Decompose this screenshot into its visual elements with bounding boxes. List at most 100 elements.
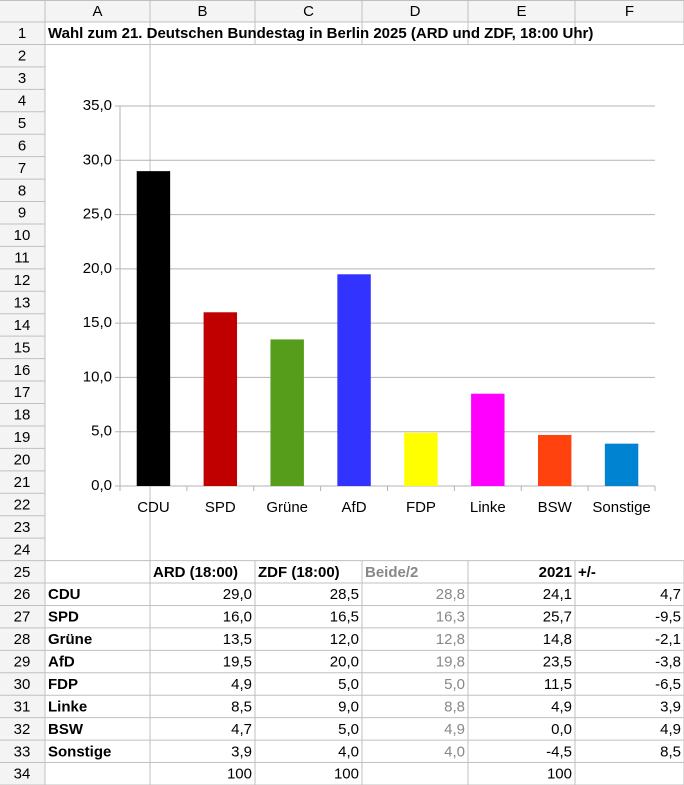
- table-header: 2021: [539, 564, 572, 581]
- y-tick-label: 10,0: [83, 368, 112, 385]
- row-header: 2: [18, 48, 26, 65]
- row-header: 20: [14, 452, 31, 469]
- bar: [136, 171, 171, 486]
- row-header: 21: [14, 474, 31, 491]
- row-header: 33: [14, 743, 31, 760]
- cell-value: -6,5: [655, 676, 681, 693]
- row-header: 27: [14, 609, 31, 626]
- x-tick-label: BSW: [538, 499, 573, 516]
- bar: [404, 432, 438, 486]
- cell-value: 3,9: [660, 698, 681, 715]
- cell-value: 5,0: [444, 676, 465, 693]
- table-header: ZDF (18:00): [258, 564, 340, 581]
- bar: [537, 434, 572, 486]
- cell-value: 19,8: [436, 654, 465, 671]
- cell-value: 4,9: [551, 698, 572, 715]
- cell-value: 12,0: [330, 631, 359, 648]
- cell-value: 8,8: [444, 698, 465, 715]
- y-tick-label: 5,0: [91, 423, 112, 440]
- column-header: B: [197, 3, 207, 20]
- column-header: E: [516, 3, 526, 20]
- row-header: 19: [14, 429, 31, 446]
- row-header: 10: [14, 227, 31, 244]
- total-value: 100: [547, 766, 572, 783]
- cell-value: 14,8: [543, 631, 572, 648]
- x-tick-label: Sonstige: [592, 499, 650, 516]
- row-header: 13: [14, 294, 31, 311]
- row-header: 7: [18, 160, 26, 177]
- row-header: 30: [14, 676, 31, 693]
- table-header: +/-: [578, 564, 596, 581]
- y-tick-label: 35,0: [83, 97, 112, 114]
- cell-value: -3,8: [655, 654, 681, 671]
- x-tick-label: Grüne: [266, 499, 308, 516]
- cell-value: -2,1: [655, 631, 681, 648]
- row-header: 25: [14, 564, 31, 581]
- cell-value: 29,0: [223, 586, 252, 603]
- total-value: 100: [334, 766, 359, 783]
- cell-value: 4,7: [231, 721, 252, 738]
- row-header: 32: [14, 721, 31, 738]
- row-header: 31: [14, 698, 31, 715]
- party-label: Grüne: [48, 631, 92, 648]
- party-label: SPD: [48, 609, 79, 626]
- cell-value: 9,0: [338, 698, 359, 715]
- cell-value: 24,1: [543, 586, 572, 603]
- x-tick-label: FDP: [406, 499, 436, 516]
- row-header: 12: [14, 272, 31, 289]
- bar: [270, 339, 304, 486]
- table-header: ARD (18:00): [153, 564, 238, 581]
- x-tick-label: AfD: [342, 499, 367, 516]
- bar: [471, 393, 505, 486]
- cell-value: 4,9: [444, 721, 465, 738]
- cell-value: 23,5: [543, 654, 572, 671]
- cell-value: 16,5: [330, 609, 359, 626]
- cell-value: 8,5: [660, 743, 681, 760]
- row-header: 17: [14, 384, 31, 401]
- row-header: 1: [18, 25, 26, 42]
- x-tick-label: Linke: [470, 499, 506, 516]
- y-tick-label: 0,0: [91, 477, 112, 494]
- total-value: 100: [227, 766, 252, 783]
- party-label: Sonstige: [48, 743, 111, 760]
- row-header: 15: [14, 339, 31, 356]
- y-tick-label: 25,0: [83, 206, 112, 223]
- row-header: 3: [18, 70, 26, 87]
- cell-value: -4,5: [546, 743, 572, 760]
- column-header: A: [92, 3, 102, 20]
- cell-value: 4,0: [444, 743, 465, 760]
- cell-value: 4,0: [338, 743, 359, 760]
- cell-value: 12,8: [436, 631, 465, 648]
- bar: [203, 312, 238, 486]
- row-header: 11: [14, 250, 30, 267]
- cell-value: -9,5: [655, 609, 681, 626]
- x-tick-label: SPD: [205, 499, 236, 516]
- bar: [337, 274, 371, 486]
- party-label: Linke: [48, 698, 87, 715]
- cell-value: 0,0: [551, 721, 572, 738]
- x-tick-label: CDU: [137, 499, 170, 516]
- cell-value: 4,7: [660, 586, 681, 603]
- cell-value: 19,5: [223, 654, 252, 671]
- bar: [604, 443, 639, 486]
- cell-value: 20,0: [330, 654, 359, 671]
- column-header: F: [625, 3, 634, 20]
- y-tick-label: 15,0: [83, 314, 112, 331]
- column-header: C: [303, 3, 314, 20]
- cell-value: 5,0: [338, 721, 359, 738]
- row-header: 18: [14, 407, 31, 424]
- row-header: 5: [18, 115, 26, 132]
- row-header: 23: [14, 519, 31, 536]
- cell-value: 13,5: [223, 631, 252, 648]
- cell-value: 5,0: [338, 676, 359, 693]
- party-label: FDP: [48, 676, 78, 693]
- column-header-bg: [0, 0, 684, 22]
- row-header: 8: [18, 182, 26, 199]
- column-header: D: [410, 3, 421, 20]
- row-header: 4: [18, 93, 26, 110]
- cell-value: 4,9: [660, 721, 681, 738]
- party-label: BSW: [48, 721, 84, 738]
- row-header: 22: [14, 496, 31, 513]
- row-header: 14: [14, 317, 31, 334]
- cell-value: 8,5: [231, 698, 252, 715]
